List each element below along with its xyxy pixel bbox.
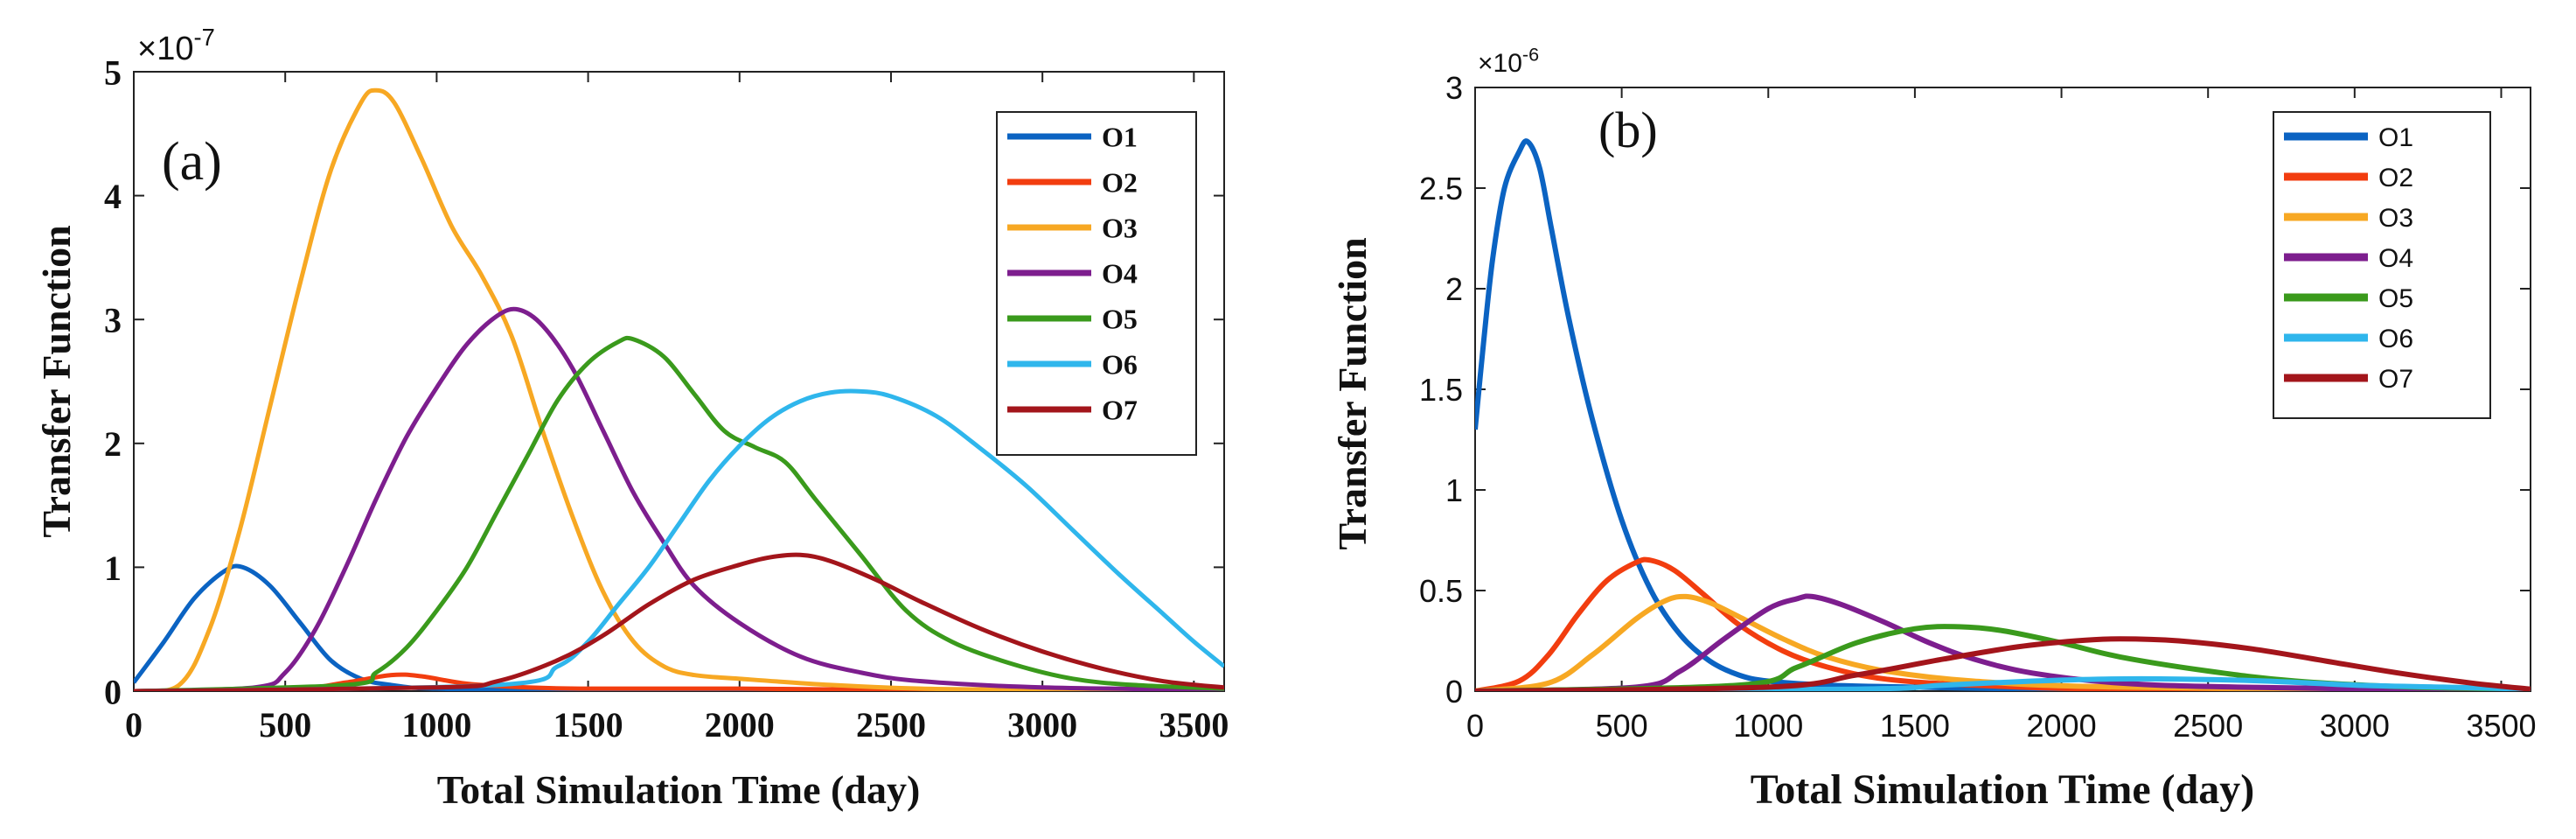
y-axis-title: Transfer Function (34, 225, 79, 537)
series-line-o4 (134, 306, 1224, 691)
y-tick-label: 0 (1445, 674, 1463, 710)
legend-label: O3 (1102, 213, 1138, 244)
legend-label: O7 (1102, 395, 1138, 426)
x-tick-label: 3000 (1007, 705, 1077, 745)
x-tick-label: 500 (259, 705, 311, 745)
chart-panel-a: 0 500 1000 1500 2000 2500 3000 3500 0 1 2 3 4 5 O1 O2 O3… (34, 24, 1229, 812)
y-axis-multiplier: ×10-7 (137, 24, 215, 67)
panel-label: (b) (1598, 101, 1658, 158)
x-tick-label: 3500 (2466, 708, 2536, 744)
series-group (134, 87, 1224, 691)
legend-box (2273, 111, 2491, 419)
series-line-o4 (1475, 593, 2531, 691)
x-tick-label: 1500 (1880, 708, 1950, 744)
y-tick-label: 1.5 (1419, 372, 1463, 408)
legend-label: O4 (2378, 244, 2413, 273)
y-tick-label: 3 (1445, 70, 1463, 106)
y-tick-label: 1 (104, 549, 122, 588)
series-line-o3 (134, 87, 1224, 691)
legend-label: O5 (2378, 284, 2413, 313)
y-tick-label: 0.5 (1419, 573, 1463, 609)
y-tick-label: 4 (104, 177, 122, 216)
legend-label: O2 (1102, 167, 1138, 199)
x-tick-label: 3500 (1159, 705, 1229, 745)
legend-label: O3 (2378, 204, 2413, 233)
series-line-o7 (1475, 636, 2531, 691)
multiplier-base: ×10 (1478, 49, 1522, 78)
x-tick-label: 2500 (2173, 708, 2243, 744)
x-tick-label: 0 (125, 705, 143, 745)
series-line-o3 (1475, 593, 2531, 691)
legend-label: O1 (2378, 123, 2413, 152)
x-tick-label: 1500 (553, 705, 623, 745)
legend-label: O2 (2378, 164, 2413, 192)
x-tick-label: 2000 (2027, 708, 2097, 744)
series-line-o5 (134, 335, 1224, 691)
x-tick-label: 2000 (705, 705, 775, 745)
multiplier-exponent: -7 (193, 24, 214, 51)
y-tick-label: 3 (104, 301, 122, 340)
panel-label: (a) (162, 132, 222, 192)
y-axis-multiplier: ×10-6 (1478, 43, 1539, 78)
y-tick-label: 5 (104, 52, 122, 92)
chart-panel-b: 0 500 1000 1500 2000 2500 3000 3500 0 0.5 1 1.5 2 2.5… (1330, 43, 2537, 813)
x-tick-label: 1000 (401, 705, 471, 745)
multiplier-base: ×10 (137, 31, 193, 67)
x-axis-title: Total Simulation Time (day) (1751, 766, 2255, 813)
series-line-o6 (134, 388, 1224, 691)
y-tick-label: 2 (104, 424, 122, 464)
legend-label: O4 (1102, 258, 1138, 290)
series-line-o7 (134, 552, 1224, 691)
series-group (1475, 138, 2531, 691)
x-axis-title: Total Simulation Time (day) (437, 767, 921, 812)
y-tick-label: 1 (1445, 472, 1463, 508)
series-line-o6 (1475, 675, 2531, 691)
y-axis-title: Transfer Function (1330, 237, 1375, 549)
x-tick-label: 500 (1596, 708, 1648, 744)
multiplier-exponent: -6 (1522, 43, 1539, 65)
legend-label: O5 (1102, 304, 1138, 335)
x-tick-label: 2500 (856, 705, 926, 745)
legend-label: O6 (1102, 349, 1138, 381)
legend-label: O7 (2378, 365, 2413, 394)
y-tick-label: 0 (104, 672, 122, 711)
legend-box (996, 111, 1197, 456)
legend-label: O6 (2378, 325, 2413, 353)
y-tick-label: 2 (1445, 271, 1463, 307)
y-tick-label: 2.5 (1419, 171, 1463, 206)
legend-label: O1 (1102, 122, 1138, 153)
x-tick-label: 0 (1466, 708, 1484, 744)
x-tick-label: 1000 (1733, 708, 1803, 744)
x-tick-label: 3000 (2320, 708, 2390, 744)
